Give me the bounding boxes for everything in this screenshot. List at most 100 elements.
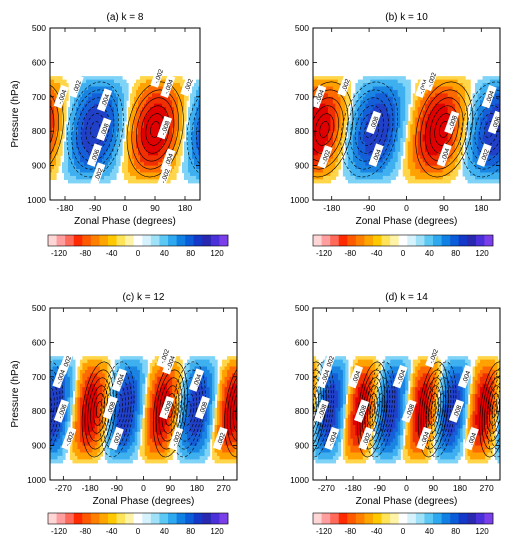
heatmap-cell (408, 97, 411, 101)
heatmap-cell (58, 155, 61, 159)
y-tick-label: 500 (295, 23, 309, 33)
heatmap-cell (408, 100, 411, 104)
x-tick-label: 180 (178, 203, 192, 213)
colorbar-tick-label: 120 (210, 249, 224, 258)
colorbar-swatch (117, 235, 126, 246)
heatmap-cell (64, 114, 67, 118)
contour-negative (201, 106, 229, 154)
heatmap-cell (58, 162, 61, 166)
heatmap-cell (403, 128, 406, 132)
heatmap-cell (405, 114, 408, 118)
contour-negative (206, 114, 225, 146)
heatmap-cell (66, 97, 69, 101)
heatmap-cell (124, 111, 127, 115)
heatmap-cell (403, 76, 406, 80)
colorbar-swatch (99, 235, 108, 246)
colorbar-swatch (476, 235, 485, 246)
heatmap-cell (168, 179, 171, 183)
heatmap-cell (120, 76, 123, 80)
heatmap-cell (122, 135, 125, 139)
colorbar-tick-label: -120 (316, 249, 333, 258)
heatmap-cell (405, 104, 408, 108)
colorbar-tick-label: 120 (475, 249, 489, 258)
heatmap-cell (328, 179, 331, 183)
heatmap-cell (184, 117, 187, 121)
colorbar-swatch (65, 235, 74, 246)
colorbar-swatch (433, 235, 442, 246)
x-tick-label: 90 (439, 203, 449, 213)
heatmap-cell (60, 148, 63, 152)
heatmap-cell (120, 148, 123, 152)
heatmap-cell (333, 176, 336, 180)
heatmap-cell (468, 86, 471, 90)
heatmap-cell (62, 135, 65, 139)
colorbar-swatch (322, 235, 331, 246)
heatmap-cell (62, 456, 65, 460)
contour-positive (506, 114, 519, 146)
colorbar-swatch (330, 235, 339, 246)
y-tick-label: 700 (32, 92, 46, 102)
heatmap-cell (178, 155, 181, 159)
contour-negative (221, 82, 278, 177)
heatmap-cell (64, 104, 67, 108)
contour-positive (252, 90, 299, 169)
contour-positive (266, 114, 285, 146)
heatmap-cell (408, 80, 411, 84)
heatmap-cell (58, 159, 61, 163)
colorbar-swatch (450, 235, 459, 246)
heatmap-cell (118, 159, 121, 163)
heatmap-cell (120, 152, 123, 156)
heatmap-cell (398, 159, 401, 163)
y-tick-label: 800 (32, 126, 46, 136)
heatmap-cell (453, 176, 456, 180)
colorbar-swatch (185, 235, 194, 246)
heatmap-cell (60, 145, 63, 149)
colorbar-swatch (194, 235, 203, 246)
heatmap-cell (395, 169, 398, 173)
heatmap-cell (448, 179, 451, 183)
colorbar-swatch (74, 235, 83, 246)
heatmap-cell (408, 93, 411, 97)
colorbar-swatch (382, 235, 391, 246)
contour-positive (261, 106, 289, 154)
colorbar-swatch (339, 235, 348, 246)
heatmap-cell (116, 169, 119, 173)
heatmap-cell (338, 166, 341, 170)
heatmap-cell (124, 100, 127, 104)
contour-positive (200, 122, 209, 138)
heatmap-cell (405, 117, 408, 121)
colorbar-swatch (390, 235, 399, 246)
colorbar-swatch (91, 235, 100, 246)
contour-negative (196, 98, 234, 162)
heatmap-cell (126, 90, 129, 94)
heatmap-cell (463, 128, 466, 132)
colorbar-swatch (48, 235, 57, 246)
heatmap-cell (184, 111, 187, 115)
heatmap-cell (348, 90, 351, 94)
colorbar-swatch (356, 235, 365, 246)
heatmap-cell (116, 166, 119, 170)
heatmap-cell (120, 145, 123, 149)
heatmap-cell (114, 176, 117, 180)
y-axis-label: Pressure (hPa) (10, 80, 21, 147)
contour-positive (511, 122, 519, 138)
contour-negative (0, 82, 3, 177)
heatmap-cell (468, 83, 471, 87)
x-tick-label: 90 (150, 203, 160, 213)
heatmap-cell (463, 76, 466, 80)
colorbar-tick-label: -120 (51, 249, 68, 258)
heatmap-cell (124, 80, 127, 84)
heatmap-cell (335, 172, 338, 176)
heatmap-cell (398, 162, 401, 166)
panel-title: (b) k = 10 (385, 12, 428, 23)
heatmap-cell (393, 176, 396, 180)
heatmap-cell (398, 155, 401, 159)
x-tick-label: 0 (123, 203, 128, 213)
colorbar-swatch (442, 235, 451, 246)
heatmap-cell (335, 169, 338, 173)
heatmap-cell (403, 124, 406, 128)
heatmap-cell (395, 172, 398, 176)
heatmap-cell (60, 76, 63, 80)
x-axis-label: Zonal Phase (degrees) (356, 216, 458, 227)
